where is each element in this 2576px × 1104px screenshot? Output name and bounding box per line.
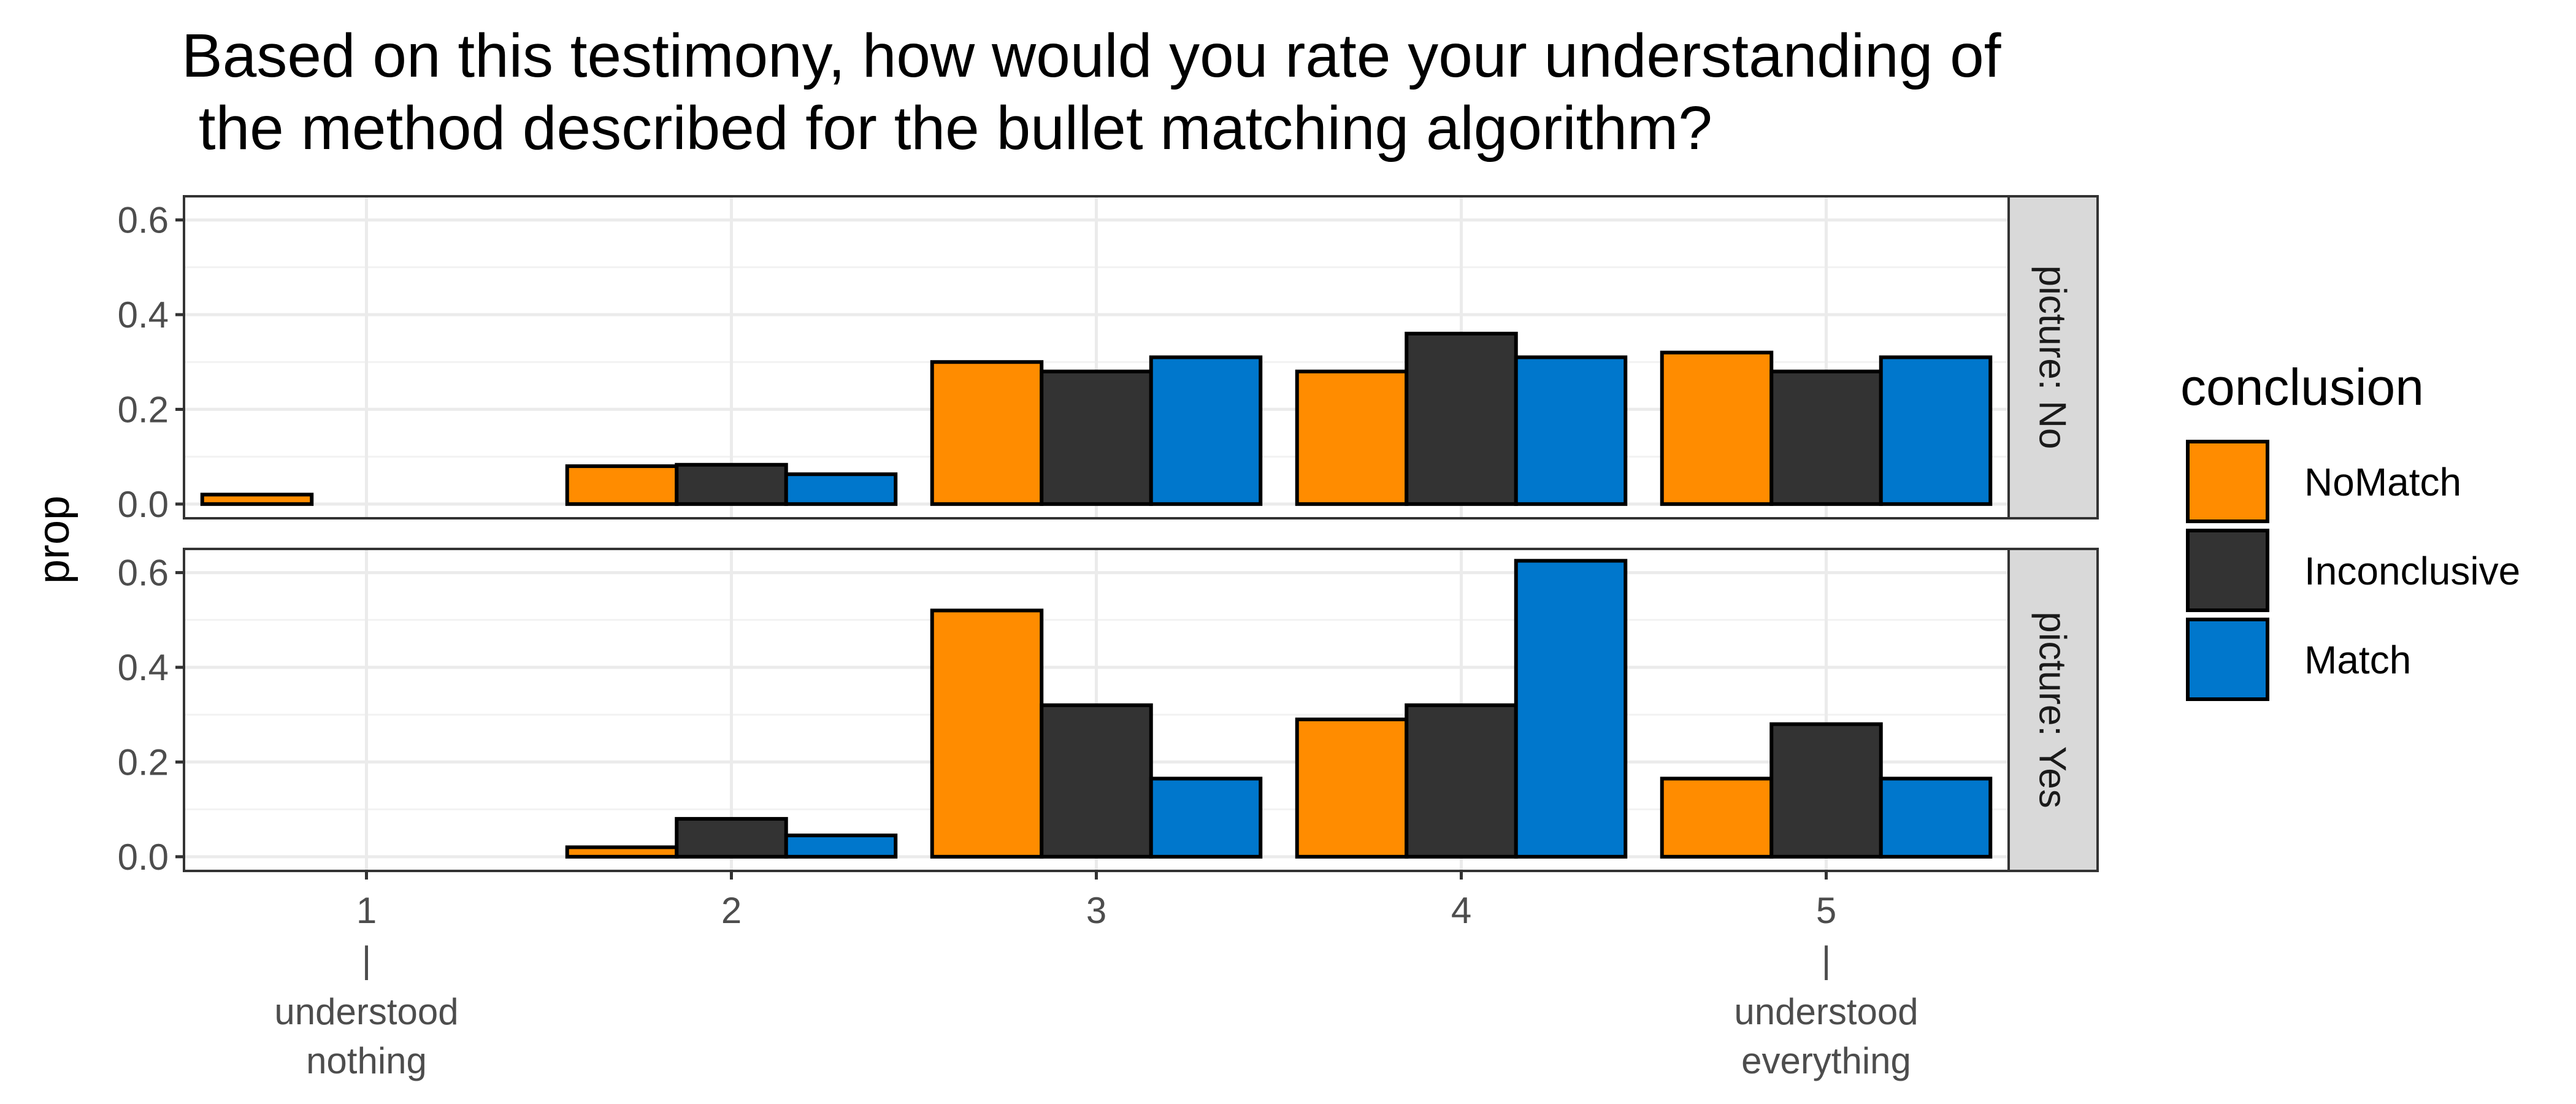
- x-tick-annotation: understood: [1734, 991, 1918, 1032]
- bar: [1405, 331, 1518, 506]
- x-tick-label: 5: [1816, 890, 1836, 931]
- bar: [1149, 355, 1263, 506]
- bar: [1660, 776, 1774, 859]
- legend-label: Match: [2304, 638, 2411, 682]
- x-tick-annotation: understood: [274, 991, 458, 1032]
- legend: conclusion NoMatch Inconclusive Match: [2180, 358, 2520, 701]
- y-tick-label: 0.0: [118, 484, 169, 525]
- x-tick-label: 3: [1086, 890, 1106, 931]
- bar: [784, 472, 898, 506]
- x-tick-annotation: everything: [1741, 1040, 1911, 1081]
- y-tick-label: 0.2: [118, 389, 169, 430]
- bar: [784, 834, 898, 859]
- legend-title: conclusion: [2180, 358, 2424, 416]
- chart-title-line-1: Based on this testimony, how would you r…: [182, 21, 2001, 90]
- x-tick-annotation: |: [362, 939, 372, 980]
- bar: [565, 845, 679, 859]
- bar: [930, 360, 1044, 506]
- bar: [1514, 355, 1628, 506]
- legend-key: [2186, 529, 2269, 612]
- y-tick-label: 0.4: [118, 294, 169, 335]
- bar: [1660, 350, 1774, 506]
- y-tick-label: 0.0: [118, 837, 169, 878]
- x-tick-annotation: |: [1822, 939, 1831, 980]
- chart-title: Based on this testimony, how would you r…: [182, 0, 2086, 163]
- x-tick-annotation: nothing: [306, 1040, 427, 1081]
- bar: [200, 493, 314, 506]
- bar: [1769, 722, 1883, 859]
- x-tick-label: 4: [1451, 890, 1471, 931]
- y-axis-title: prop: [29, 496, 79, 584]
- bar: [930, 608, 1044, 859]
- legend-key: [2186, 618, 2269, 701]
- legend-label: NoMatch: [2304, 460, 2461, 504]
- bar: [1405, 703, 1518, 859]
- bar: [1514, 559, 1628, 859]
- y-tick-label: 0.6: [118, 553, 169, 594]
- legend-key: [2186, 440, 2269, 523]
- facet-strip: [2007, 548, 2099, 872]
- y-tick-label: 0.6: [118, 200, 169, 241]
- bar: [1040, 703, 1153, 859]
- facet-panel: 0.0 0.2 0.4 0.6 picture: No: [118, 195, 2099, 525]
- bar: [1879, 355, 1993, 506]
- chart-title-line-2: the method described for the bullet matc…: [182, 94, 1712, 163]
- bar: [1149, 776, 1263, 859]
- x-axis: 1 2 3 4 5 | understood nothing | understood everyt…: [274, 871, 1919, 1081]
- bar: [1879, 776, 1993, 859]
- bar: [1769, 369, 1883, 506]
- bar: [1040, 369, 1153, 506]
- facet-panels: 0.0 0.2 0.4 0.6 picture: No 0.0 0.2 0.4 0.6 pictu…: [118, 195, 2099, 878]
- facet-strip: [2007, 195, 2099, 519]
- x-tick-label: 2: [721, 890, 742, 931]
- x-tick-label: 1: [356, 890, 377, 931]
- bar: [1295, 369, 1409, 506]
- bar: [565, 464, 679, 506]
- bar: [1295, 717, 1409, 859]
- facet-strip-label: picture: No: [2031, 266, 2074, 450]
- y-tick-label: 0.4: [118, 647, 169, 688]
- legend-label: Inconclusive: [2304, 549, 2520, 593]
- facet-panel: 0.0 0.2 0.4 0.6 picture: Yes: [118, 548, 2099, 878]
- y-tick-label: 0.2: [118, 742, 169, 783]
- bar: [675, 462, 788, 506]
- facet-strip-label: picture: Yes: [2031, 611, 2074, 808]
- bar: [675, 817, 788, 859]
